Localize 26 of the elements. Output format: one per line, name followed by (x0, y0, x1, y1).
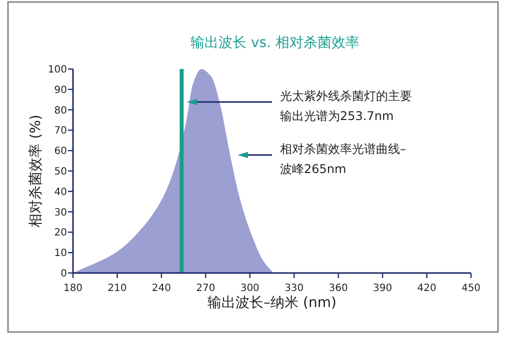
x-tick-label: 420 (417, 283, 436, 294)
x-axis-title: 输出波长–纳米 (nm) (208, 295, 336, 311)
x-tick-label: 390 (373, 283, 392, 294)
chart-title: 输出波长 vs. 相对杀菌效率 (190, 35, 360, 51)
y-tick-label: 70 (54, 126, 67, 137)
x-tick-label: 210 (108, 283, 127, 294)
x-tick-label: 450 (461, 283, 481, 294)
y-tick-label: 30 (54, 207, 67, 218)
y-tick-label: 40 (54, 186, 67, 198)
y-tick-label: 10 (54, 248, 67, 260)
y-tick-label: 60 (54, 146, 67, 158)
y-tick-label: 20 (54, 228, 67, 239)
x-tick-label: 300 (240, 283, 260, 294)
y-tick-label: 50 (54, 166, 67, 178)
y-tick-label: 100 (48, 64, 67, 76)
y-tick-label: 80 (54, 105, 67, 116)
x-tick-label: 270 (196, 283, 216, 294)
y-axis-title: 相对杀菌效率 (%) (28, 114, 44, 228)
y-tick-label: 90 (54, 84, 67, 96)
annotation: 相对杀菌效率光谱曲线–波峰265nm (280, 142, 406, 176)
x-tick-label: 330 (284, 283, 304, 294)
x-tick-label: 180 (63, 283, 83, 294)
annotation: 光太紫外线杀菌灯的主要输出光谱为253.7nm (280, 89, 412, 123)
x-tick-label: 360 (328, 283, 348, 294)
y-tick-label: 0 (60, 268, 67, 280)
x-tick-label: 240 (152, 283, 171, 294)
